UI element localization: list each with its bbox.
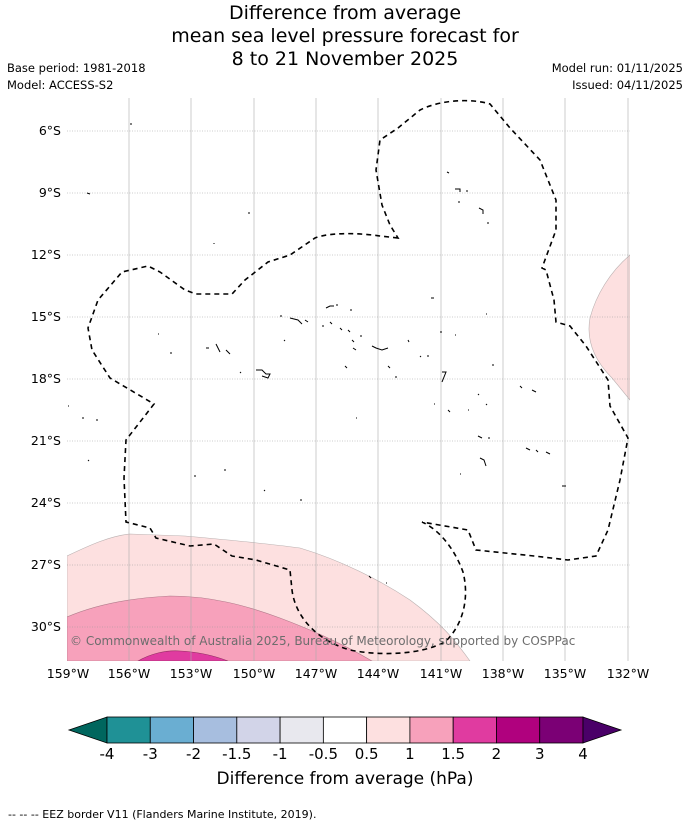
colorbar-swatch: [236, 716, 281, 744]
copyright-notice: © Commonwealth of Australia 2025, Bureau…: [70, 634, 576, 648]
y-tick-label: 18°S: [30, 371, 61, 386]
colorbar-tick-label: 1: [405, 745, 415, 763]
x-tick-label: 132°W: [606, 666, 650, 681]
anomaly-region-0.5-1-east: [588, 254, 630, 401]
colorbar-tick-label: 3: [534, 745, 545, 763]
title-line-3: 8 to 21 November 2025: [231, 48, 459, 70]
colorbar-extend-high: [582, 716, 623, 744]
colorbar-tick-label: 4: [578, 745, 588, 763]
colorbar-tick-label: -1.5: [222, 745, 252, 763]
colorbar-swatch: [496, 716, 541, 744]
title-line-1: Difference from average: [228, 2, 462, 24]
anomaly-region-1-1.5-south: [67, 595, 373, 661]
model-run-label: Model run: 01/11/2025: [551, 61, 683, 75]
x-tick-label: 135°W: [543, 666, 587, 681]
colorbar-tick-label: 1.5: [441, 745, 466, 763]
x-tick-label: 153°W: [169, 666, 213, 681]
y-tick-label: 9°S: [38, 185, 61, 200]
base-period-label: Base period: 1981-2018: [7, 61, 146, 75]
colorbar-tick-label: -4: [99, 745, 115, 763]
colorbar-extend-low: [67, 716, 108, 744]
x-tick-label: 144°W: [356, 666, 400, 681]
eez-border: [87, 99, 629, 655]
y-tick-label: 27°S: [30, 557, 61, 572]
colorbar-tick-label: 0.5: [354, 745, 379, 763]
issued-label: Issued: 04/11/2025: [572, 78, 683, 92]
colorbar-tick-label: -2: [186, 745, 202, 763]
y-tick-label: 15°S: [30, 309, 61, 324]
eez-footnote: -- -- -- EEZ border V11 (Flanders Marine…: [8, 808, 317, 821]
x-tick-label: 159°W: [46, 666, 90, 681]
colorbar-swatch: [366, 716, 411, 744]
colorbar-swatch: [452, 716, 497, 744]
x-tick-label: 150°W: [232, 666, 276, 681]
anomaly-region-1.5-2-south: [137, 650, 229, 661]
colorbar-tick-label: -3: [142, 745, 158, 763]
y-tick-label: 30°S: [30, 619, 61, 634]
islands: [68, 123, 566, 584]
colorbar-tick-label: -1: [272, 745, 288, 763]
colorbar-label: Difference from average (hPa): [216, 769, 474, 789]
colorbar-swatch: [149, 716, 194, 744]
colorbar-swatch: [279, 716, 324, 744]
colorbar-swatch: [409, 716, 454, 744]
colorbar-swatch: [193, 716, 238, 744]
x-tick-label: 138°W: [481, 666, 525, 681]
colorbar-tick-label: -0.5: [308, 745, 338, 763]
y-tick-label: 21°S: [30, 433, 61, 448]
y-tick-label: 24°S: [30, 495, 61, 510]
colorbar-swatch: [539, 716, 584, 744]
colorbar: [67, 716, 623, 744]
colorbar-tick-label: 2: [491, 745, 502, 763]
colorbar-swatch: [322, 716, 368, 744]
x-tick-label: 141°W: [419, 666, 463, 681]
x-tick-label: 156°W: [107, 666, 151, 681]
model-label: Model: ACCESS-S2: [7, 78, 114, 92]
title-line-2: mean sea level pressure forecast for: [171, 25, 519, 47]
y-tick-label: 6°S: [38, 123, 61, 138]
colorbar-swatch: [106, 716, 151, 744]
y-tick-label: 12°S: [30, 247, 61, 262]
x-tick-label: 147°W: [294, 666, 338, 681]
